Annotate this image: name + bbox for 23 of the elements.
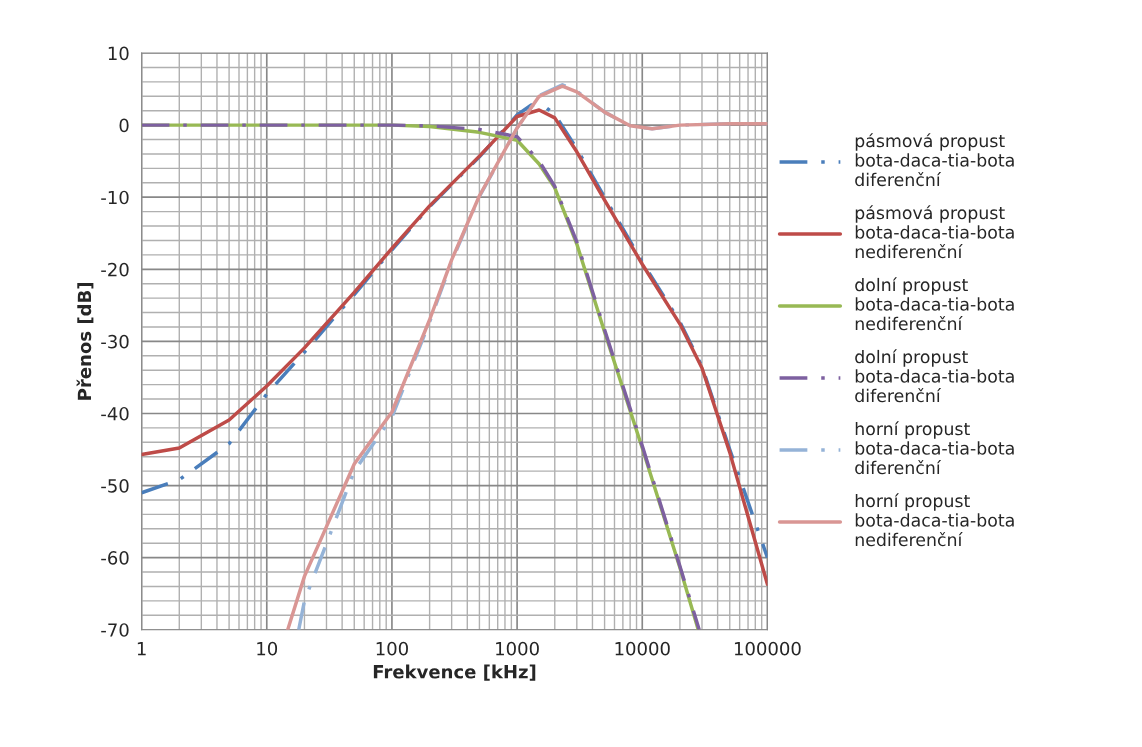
x-tick-label: 1 [137,642,146,656]
y-tick-label: 0 [119,118,129,133]
y-tick-label: 10 [108,46,129,61]
legend-label: pásmová propust bota-daca-tia-bota diferenční [855,133,1014,187]
x-axis-title: Frekvence [kHz] [373,664,536,681]
legend-label: dolní propust bota-daca-tia-bota diferenční [855,349,1014,403]
legend-label: horní propust bota-daca-tia-bota nediferenční [855,493,1014,547]
x-tick-label: 100 [376,641,408,656]
y-tick-label: -10 [101,190,129,205]
y-tick-label: -70 [101,623,129,637]
x-tick-label: 10000 [615,641,670,656]
legend-label: horní propust bota-daca-tia-bota diferenční [855,421,1014,475]
x-tick-label: 10 [257,641,278,656]
legend-label: pásmová propust bota-daca-tia-bota nediferenční [855,205,1014,259]
y-tick-label: -60 [101,551,129,565]
x-tick-label: 100000 [734,641,801,656]
x-tick-label: 1000 [496,641,539,656]
y-tick-label: -30 [101,334,129,349]
y-tick-label: -50 [101,479,129,493]
legend-label: dolní propust bota-daca-tia-bota nediferenční [855,277,1014,331]
y-tick-label: -20 [101,262,129,277]
y-tick-label: -40 [101,406,129,421]
y-axis-title: Přenos [dB] [76,283,94,400]
